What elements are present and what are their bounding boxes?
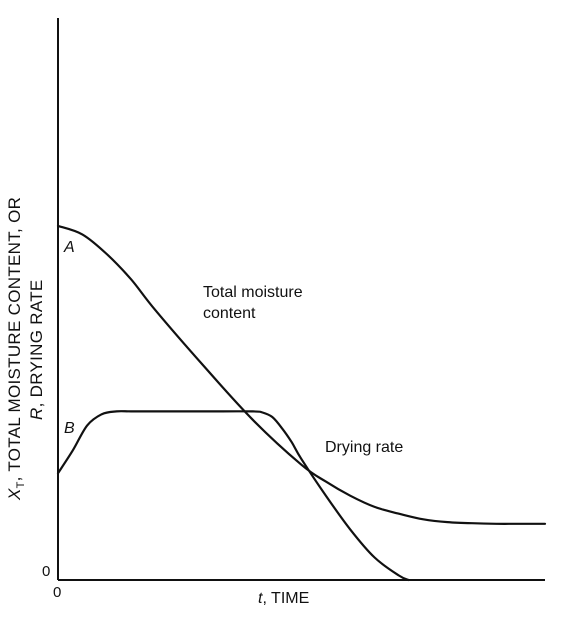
annotation-total-moisture-line2: content — [203, 305, 256, 322]
x-axis-label: t, TIME — [258, 590, 309, 607]
drying-rate-curve — [56, 410, 410, 582]
annotation-total-moisture-line1: Total moisture — [203, 284, 303, 301]
y-axis-label-line1: XT, TOTAL MOISTURE CONTENT, OR — [5, 197, 27, 501]
x-origin-label: 0 — [53, 584, 61, 601]
x-axis-label-text: , TIME — [262, 590, 309, 607]
y-origin-label: 0 — [42, 563, 50, 580]
y-axis-label-line2-rest: , DRYING RATE — [27, 279, 46, 407]
point-label-b: B — [64, 420, 75, 437]
y-axis-label-line1-sub: T — [15, 481, 27, 488]
y-axis-label-line2: R, DRYING RATE — [27, 279, 46, 420]
y-axis-label-line1-rest: , TOTAL MOISTURE CONTENT, OR — [5, 197, 24, 482]
point-label-a: A — [63, 239, 75, 256]
x-axis-label-var: t — [258, 590, 263, 607]
total-moisture-curve — [56, 224, 547, 525]
y-axis-label-line1-var: X — [5, 488, 24, 501]
y-axis-label-line2-var: R — [27, 407, 46, 420]
annotation-drying-rate: Drying rate — [325, 439, 403, 456]
